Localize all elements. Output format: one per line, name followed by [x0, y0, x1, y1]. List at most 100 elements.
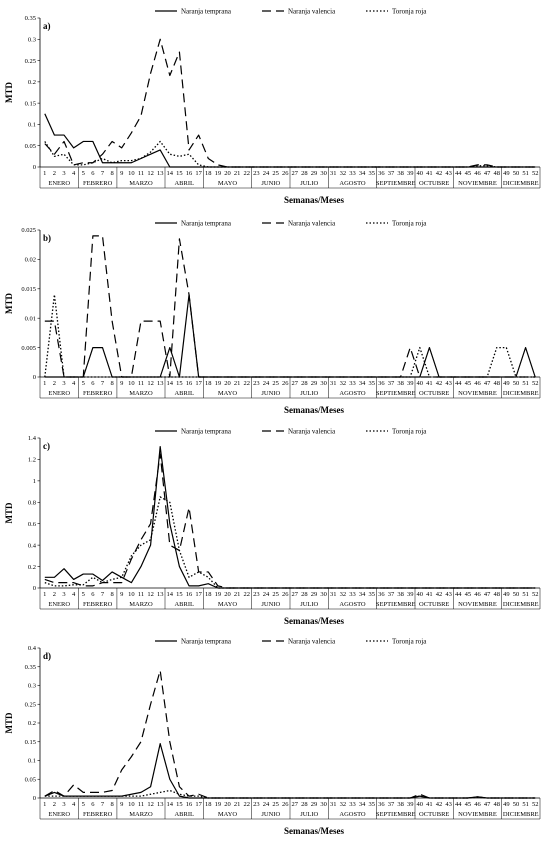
- y-axis-title: MTD: [4, 82, 14, 103]
- week-tick-label: 12: [147, 380, 154, 387]
- y-tick-label: 0.25: [25, 58, 36, 65]
- week-tick-label: 31: [330, 591, 337, 598]
- week-tick-label: 33: [349, 801, 356, 808]
- series-line-dashed: [44, 669, 536, 799]
- y-axis-title: MTD: [4, 502, 14, 523]
- week-tick-label: 45: [465, 380, 472, 387]
- week-tick-label: 23: [253, 170, 260, 177]
- week-tick-label: 49: [503, 801, 510, 808]
- week-tick-label: 21: [234, 380, 241, 387]
- week-tick-label: 1: [43, 380, 46, 387]
- week-tick-label: 26: [282, 801, 289, 808]
- week-tick-label: 32: [340, 801, 347, 808]
- week-tick-label: 37: [388, 591, 395, 598]
- series-line-solid: [44, 743, 536, 799]
- week-tick-label: 20: [224, 801, 231, 808]
- month-label: DICIEMBRE: [503, 601, 539, 608]
- week-tick-label: 42: [436, 591, 443, 598]
- week-tick-label: 12: [147, 170, 154, 177]
- week-tick-label: 46: [474, 380, 481, 387]
- week-tick-label: 50: [513, 801, 520, 808]
- week-tick-label: 6: [91, 801, 95, 808]
- week-tick-label: 6: [91, 591, 95, 598]
- week-tick-label: 18: [205, 170, 212, 177]
- month-label: MAYO: [218, 601, 238, 608]
- week-tick-label: 37: [388, 170, 395, 177]
- week-tick-label: 3: [62, 380, 65, 387]
- week-tick-label: 22: [243, 170, 250, 177]
- week-tick-label: 24: [263, 591, 270, 598]
- week-tick-label: 37: [388, 801, 395, 808]
- week-tick-label: 38: [397, 591, 404, 598]
- week-tick-label: 12: [147, 591, 154, 598]
- month-label: DICIEMBRE: [503, 811, 539, 818]
- y-tick-label: 0.05: [25, 143, 36, 150]
- week-tick-label: 9: [120, 591, 123, 598]
- week-tick-label: 39: [407, 591, 414, 598]
- month-label: MAYO: [218, 811, 238, 818]
- week-tick-label: 25: [272, 170, 279, 177]
- month-label: ENERO: [48, 180, 70, 187]
- week-tick-label: 7: [101, 170, 105, 177]
- month-label: AGOSTO: [339, 390, 366, 397]
- y-axis-title: MTD: [4, 712, 14, 733]
- y-tick-label: 0.02: [25, 257, 36, 264]
- week-tick-label: 16: [186, 380, 193, 387]
- week-tick-label: 45: [465, 801, 472, 808]
- legend-label: Naranja valencia: [288, 638, 336, 646]
- week-tick-label: 35: [368, 801, 375, 808]
- week-tick-label: 1: [43, 591, 46, 598]
- week-tick-label: 44: [455, 801, 462, 808]
- week-tick-label: 46: [474, 801, 481, 808]
- month-label: JUNIO: [261, 390, 280, 397]
- month-label: ABRIL: [174, 601, 194, 608]
- y-tick-label: 1.4: [28, 435, 37, 442]
- week-tick-label: 33: [349, 380, 356, 387]
- week-tick-label: 1: [43, 170, 46, 177]
- month-label: FEBRERO: [83, 601, 113, 608]
- month-label: OCTUBRE: [419, 180, 449, 187]
- week-tick-label: 47: [484, 170, 491, 177]
- week-tick-label: 49: [503, 591, 510, 598]
- week-tick-label: 27: [292, 380, 299, 387]
- month-label: MARZO: [129, 811, 153, 818]
- week-tick-label: 43: [445, 591, 452, 598]
- week-tick-label: 36: [378, 380, 385, 387]
- week-tick-label: 11: [138, 170, 144, 177]
- week-tick-label: 39: [407, 380, 414, 387]
- week-tick-label: 18: [205, 380, 212, 387]
- legend-label: Naranja valencia: [288, 428, 336, 436]
- week-tick-label: 41: [426, 170, 433, 177]
- legend-label: Toronja roja: [392, 638, 427, 646]
- week-tick-label: 51: [522, 380, 529, 387]
- week-tick-label: 47: [484, 801, 491, 808]
- week-tick-label: 34: [359, 170, 366, 177]
- week-tick-label: 42: [436, 801, 443, 808]
- series-line-solid: [44, 113, 536, 168]
- week-tick-label: 17: [195, 380, 202, 387]
- y-tick-label: 0.15: [25, 739, 36, 746]
- legend-label: Toronja roja: [392, 220, 427, 228]
- week-tick-label: 11: [138, 380, 144, 387]
- week-tick-label: 21: [234, 170, 241, 177]
- week-tick-label: 32: [340, 170, 347, 177]
- month-label: NOVIEMBRE: [458, 811, 497, 818]
- week-tick-label: 11: [138, 801, 144, 808]
- week-tick-label: 52: [532, 380, 539, 387]
- week-tick-label: 9: [120, 801, 123, 808]
- week-tick-label: 40: [417, 591, 424, 598]
- week-tick-label: 23: [253, 380, 260, 387]
- y-tick-label: 0.3: [28, 683, 36, 690]
- week-tick-label: 19: [215, 170, 222, 177]
- month-label: MAYO: [218, 390, 238, 397]
- week-tick-label: 29: [311, 170, 318, 177]
- week-tick-label: 4: [72, 591, 76, 598]
- legend-label: Naranja temprana: [181, 428, 232, 436]
- week-tick-label: 3: [62, 591, 65, 598]
- week-tick-label: 4: [72, 170, 76, 177]
- month-label: FEBRERO: [83, 180, 113, 187]
- month-label: OCTUBRE: [419, 601, 449, 608]
- legend-label: Naranja temprana: [181, 220, 232, 228]
- week-tick-label: 44: [455, 591, 462, 598]
